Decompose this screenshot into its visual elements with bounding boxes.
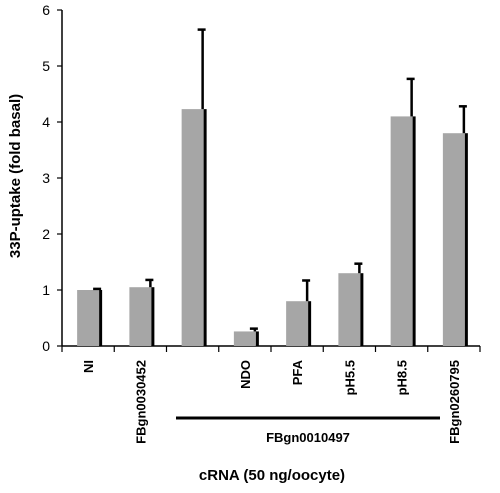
bar-shadow xyxy=(203,109,207,347)
y-tick-label: 4 xyxy=(42,114,50,130)
bar-shadow xyxy=(308,301,312,346)
bar xyxy=(338,273,361,346)
x-axis-label: cRNA (50 ng/oocyte) xyxy=(199,467,345,484)
y-tick-label: 1 xyxy=(42,282,50,298)
bar-shadow xyxy=(412,116,416,347)
category-label: pH5.5 xyxy=(342,360,357,395)
bar xyxy=(181,109,204,347)
category-label: PFA xyxy=(290,359,305,385)
bar xyxy=(286,301,309,346)
bar xyxy=(442,133,465,346)
y-tick-label: 3 xyxy=(42,170,50,186)
bar-shadow xyxy=(360,273,364,346)
bar xyxy=(233,331,256,346)
category-label: FBgn0030452 xyxy=(133,360,148,444)
bar xyxy=(129,287,152,346)
y-tick-label: 2 xyxy=(42,226,50,242)
bar-series xyxy=(77,28,468,347)
category-label: NDO xyxy=(238,360,253,389)
bar-shadow xyxy=(151,287,155,346)
group-label: FBgn0010497 xyxy=(266,430,350,445)
bar-shadow xyxy=(464,133,468,346)
bar xyxy=(77,290,100,346)
bar-shadow xyxy=(255,331,259,346)
y-tick-label: 6 xyxy=(42,2,50,18)
y-tick-label: 5 xyxy=(42,58,50,74)
y-axis-ticks: 0 1 2 3 4 5 6 xyxy=(42,2,62,354)
category-labels: NI FBgn0030452 NDO PFA pH5.5 pH8.5 FBgn0260795 xyxy=(61,346,481,444)
y-tick-label: 0 xyxy=(42,338,50,354)
bar xyxy=(390,116,413,347)
bar-shadow xyxy=(99,290,103,346)
category-label: pH8.5 xyxy=(395,360,410,395)
category-label: FBgn0260795 xyxy=(447,360,462,444)
y-axis-label: 33P-uptake (fold basal) xyxy=(7,94,24,258)
category-label: NI xyxy=(81,360,96,373)
